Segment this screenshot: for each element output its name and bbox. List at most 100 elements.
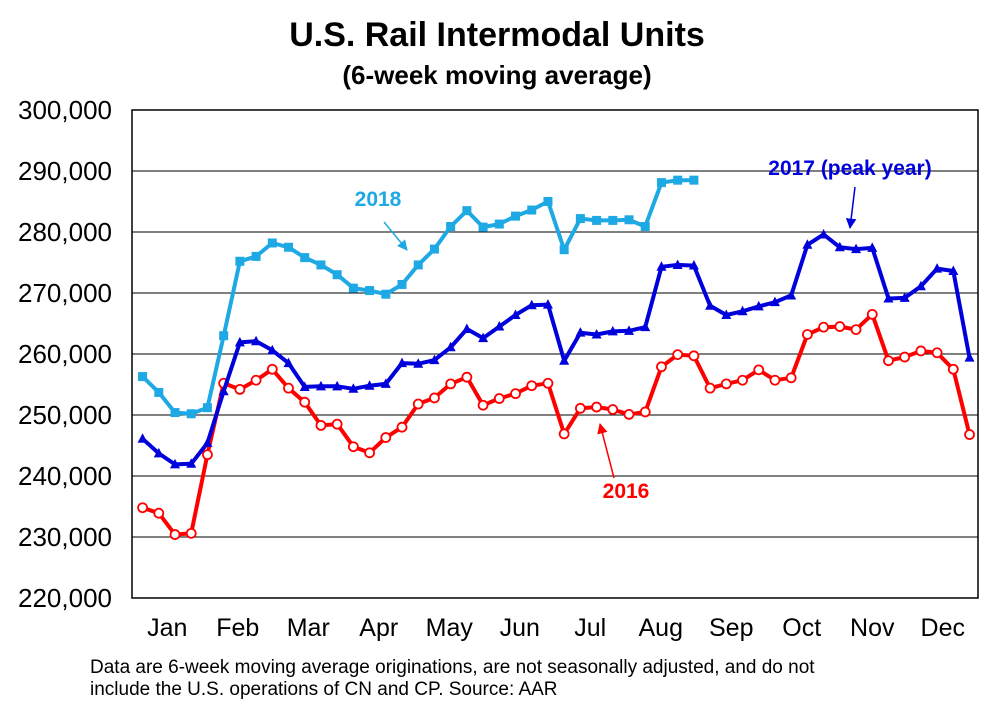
data-point-2017-peak-year: [380, 378, 391, 388]
data-point-2016: [396, 421, 408, 433]
data-point-2018: [413, 260, 423, 270]
x-tick-label-mar: Mar: [287, 614, 330, 642]
data-point-2018: [202, 403, 212, 413]
footnote: Data are 6-week moving average originati…: [90, 657, 970, 701]
data-point-2016: [931, 347, 943, 359]
data-point-2017-peak-year: [867, 242, 878, 252]
data-point-2017-peak-year: [559, 355, 570, 365]
data-point-2018: [365, 286, 375, 296]
data-point-2017-peak-year: [153, 447, 164, 458]
data-point-2016: [412, 398, 424, 410]
data-point-2016: [445, 378, 457, 390]
annotation-label-2016: 2016: [603, 480, 650, 503]
data-point-2016: [283, 382, 294, 394]
footnote-line-2: include the U.S. operations of CN and CP…: [90, 679, 558, 700]
data-point-2016: [656, 361, 667, 373]
data-point-2016: [688, 350, 700, 362]
data-point-2018: [608, 215, 618, 225]
data-point-2018: [640, 222, 650, 232]
data-point-2017-peak-year: [510, 309, 521, 319]
data-point-2016: [607, 404, 619, 415]
chart-subtitle: (6-week moving average): [342, 60, 651, 90]
data-point-2016: [737, 374, 748, 386]
data-point-2017-peak-year: [283, 357, 294, 368]
data-point-2018: [446, 222, 456, 232]
data-point-2018: [235, 256, 245, 266]
data-point-2017-peak-year: [494, 321, 505, 331]
data-point-2017-peak-year: [915, 280, 926, 291]
data-point-2016: [704, 382, 716, 394]
data-point-2016: [850, 324, 862, 336]
x-tick-label-sep: Sep: [709, 614, 753, 642]
data-point-2017-peak-year: [607, 325, 618, 336]
y-tick-label: 270,000: [18, 278, 112, 308]
x-tick-label-jan: Jan: [147, 614, 187, 642]
data-point-2016: [574, 402, 586, 414]
data-point-2016: [753, 364, 765, 376]
data-point-2017-peak-year: [834, 241, 845, 252]
data-point-2018: [592, 215, 602, 225]
data-point-2016: [818, 321, 830, 333]
data-point-2016: [137, 502, 148, 514]
data-point-2017-peak-year: [624, 325, 635, 335]
y-axis-ticks: 220,000 230,000 240,000 250,000 260,000 270,0…: [18, 95, 112, 613]
data-point-2017-peak-year: [688, 260, 699, 270]
data-point-2016: [964, 429, 975, 440]
y-tick-label: 280,000: [18, 217, 112, 247]
data-point-2018: [267, 238, 277, 248]
data-point-2016: [785, 372, 797, 384]
data-point-2017-peak-year: [899, 292, 910, 302]
x-tick-label-dec: Dec: [921, 614, 965, 642]
data-point-2017-peak-year: [299, 381, 310, 391]
data-point-2017-peak-year: [769, 296, 780, 307]
data-point-2018: [575, 214, 585, 224]
data-point-2018: [673, 175, 683, 185]
data-point-2016: [672, 349, 684, 361]
annotation-label-2017: 2017 (peak year): [768, 157, 931, 180]
x-tick-label-jul: Jul: [574, 614, 606, 642]
data-point-2018: [381, 289, 391, 299]
data-point-2017-peak-year: [851, 243, 862, 254]
data-point-2016: [542, 377, 554, 389]
data-point-2018: [154, 387, 164, 397]
y-tick-label: 260,000: [18, 339, 112, 369]
data-point-2017-peak-year: [737, 305, 748, 316]
data-point-2018: [219, 331, 229, 341]
data-point-2016: [915, 345, 927, 357]
annotation-arrow-2017: [845, 186, 857, 230]
data-point-2016: [234, 383, 246, 395]
data-point-2018: [656, 178, 666, 188]
data-point-2017-peak-year: [413, 358, 424, 368]
data-point-2017-peak-year: [542, 299, 553, 309]
series-2018: [138, 175, 699, 419]
data-point-2017-peak-year: [186, 458, 197, 468]
series-line-2017-peak-year: [141, 232, 972, 467]
data-point-2018: [251, 251, 261, 261]
data-point-2017-peak-year: [234, 336, 245, 347]
y-tick-label: 300,000: [18, 95, 112, 125]
data-point-2017-peak-year: [445, 341, 456, 352]
data-point-2018: [316, 260, 326, 270]
data-point-2017-peak-year: [251, 335, 262, 346]
data-point-2016: [558, 428, 570, 440]
x-tick-label-apr: Apr: [359, 614, 398, 642]
data-point-2016: [266, 363, 278, 375]
data-point-2017-peak-year: [656, 261, 667, 271]
data-point-2016: [720, 378, 732, 390]
x-axis-ticks: Jan Feb Mar Apr May Jun Jul Aug Sep Oct Nov Dec: [147, 614, 965, 642]
data-point-2016: [834, 321, 846, 332]
data-point-2017-peak-year: [267, 344, 278, 355]
data-point-2017-peak-year: [137, 433, 148, 443]
annotation-arrow-2018: [383, 221, 408, 251]
data-point-2016: [429, 392, 440, 404]
data-point-2018: [348, 283, 358, 293]
data-point-2017-peak-year: [526, 299, 537, 310]
data-point-2018: [332, 270, 342, 280]
data-point-2017-peak-year: [364, 380, 375, 390]
annotation-label-2018: 2018: [355, 188, 402, 211]
data-point-2016: [185, 527, 197, 539]
data-point-2016: [899, 351, 911, 363]
data-point-2016: [250, 374, 262, 386]
data-point-2017-peak-year: [591, 328, 602, 339]
data-point-2017-peak-year: [883, 292, 894, 303]
